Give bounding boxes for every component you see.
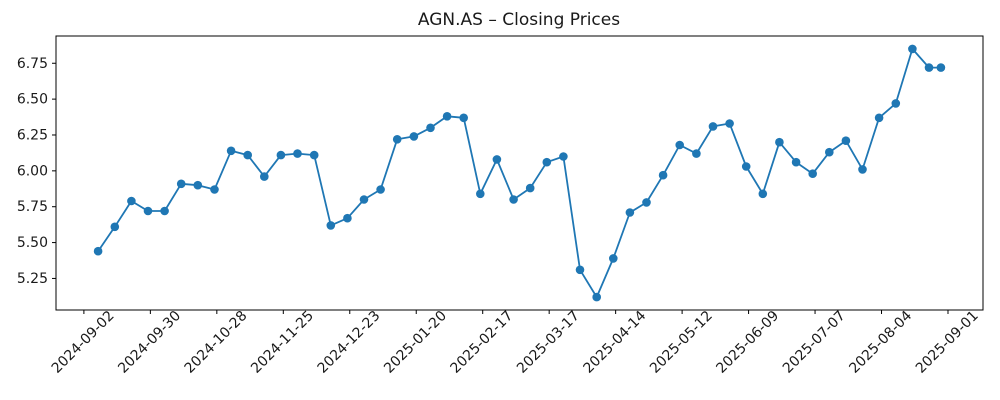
data-point-marker	[260, 172, 269, 181]
data-point-marker	[343, 213, 352, 223]
data-point-marker	[127, 196, 136, 206]
x-axis-tick-label: 2024-11-25	[248, 308, 317, 377]
data-point-marker	[841, 136, 851, 145]
data-point-marker	[442, 112, 452, 121]
x-axis-tick-label: 2025-08-04	[846, 308, 915, 377]
data-point-marker	[525, 183, 535, 193]
plot-border	[55, 35, 984, 311]
data-point-marker	[376, 185, 385, 194]
x-axis-tick-label: 2024-12-23	[315, 308, 384, 377]
data-point-marker	[936, 63, 946, 72]
x-axis-tick-label: 2024-09-30	[115, 308, 184, 377]
data-point-marker	[775, 137, 784, 147]
data-point-marker	[708, 122, 718, 131]
data-point-marker	[675, 140, 684, 150]
data-point-marker	[193, 180, 203, 190]
data-point-marker	[758, 189, 768, 199]
data-point-marker	[924, 63, 934, 72]
data-point-marker	[791, 157, 801, 167]
y-axis-tick-label: 6.75	[17, 56, 48, 72]
data-point-marker	[658, 170, 668, 180]
data-point-marker	[642, 198, 651, 207]
data-point-marker	[160, 206, 169, 216]
data-point-marker	[609, 254, 618, 263]
y-axis-tick-label: 6.00	[17, 163, 48, 179]
data-point-marker	[725, 119, 734, 128]
data-point-marker	[110, 222, 120, 232]
data-point-marker	[492, 155, 502, 164]
x-axis-tick-label: 2025-06-09	[713, 308, 782, 377]
data-point-marker	[409, 132, 419, 141]
data-point-marker	[509, 195, 518, 204]
data-point-marker	[359, 195, 369, 204]
x-axis-tick-label: 2025-07-07	[780, 308, 849, 377]
y-axis-tick-label: 6.25	[17, 127, 48, 143]
x-axis-tick-label: 2025-03-17	[514, 308, 583, 377]
data-point-marker	[276, 150, 286, 160]
data-point-marker	[808, 169, 817, 178]
y-axis-tick-label: 5.25	[17, 271, 48, 287]
data-point-marker	[459, 113, 469, 123]
y-axis-tick-label: 5.75	[17, 199, 48, 215]
x-axis-tick-label: 2025-02-17	[448, 308, 517, 377]
y-axis-tick-label: 5.50	[17, 235, 48, 251]
data-point-marker	[243, 150, 252, 160]
x-axis-tick-label: 2024-09-02	[49, 308, 118, 377]
data-point-marker	[426, 123, 435, 133]
data-point-marker	[93, 246, 103, 256]
data-point-marker	[559, 152, 568, 161]
data-point-marker	[476, 189, 485, 199]
data-point-marker	[143, 206, 153, 216]
data-point-marker	[625, 208, 635, 217]
data-point-marker	[176, 179, 186, 189]
data-point-marker	[891, 99, 901, 108]
data-point-marker	[874, 113, 884, 123]
data-point-marker	[741, 162, 751, 171]
data-point-marker	[692, 149, 701, 158]
data-point-marker	[226, 146, 236, 156]
x-axis-tick-label: 2025-09-01	[913, 308, 982, 377]
data-point-marker	[210, 185, 219, 194]
data-point-marker	[592, 292, 601, 302]
data-point-marker	[825, 147, 834, 157]
x-axis-tick-label: 2025-05-12	[647, 308, 716, 377]
x-axis-tick-label: 2024-10-28	[182, 308, 251, 377]
data-point-marker	[858, 165, 867, 174]
data-point-marker	[575, 265, 585, 275]
data-point-marker	[908, 44, 917, 54]
data-point-marker	[542, 157, 552, 167]
data-point-marker	[309, 150, 319, 160]
x-axis-tick-label: 2025-04-14	[581, 308, 650, 377]
data-point-marker	[293, 149, 302, 158]
chart-title: AGN.AS – Closing Prices	[418, 10, 620, 30]
data-point-marker	[326, 221, 336, 230]
x-axis-tick-label: 2025-01-20	[381, 308, 450, 377]
data-point-marker	[392, 135, 402, 144]
y-axis-tick-label: 6.50	[17, 92, 48, 108]
price-line	[97, 48, 942, 299]
plot-area: 5.255.505.756.006.256.506.752024-09-0220…	[17, 35, 984, 377]
